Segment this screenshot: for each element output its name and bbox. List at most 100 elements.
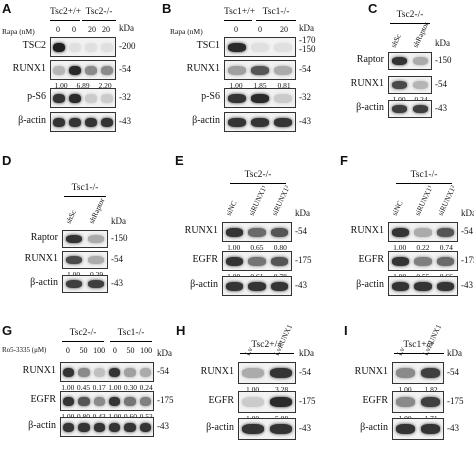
band: [437, 227, 455, 237]
kda-marker: -54: [299, 64, 311, 74]
row-label: RUNX1: [12, 63, 46, 74]
band: [396, 424, 415, 434]
concentration: 0: [56, 25, 60, 34]
kda-marker: -43: [295, 280, 307, 290]
group-underline: [240, 353, 294, 354]
quant-value: 0.17: [92, 383, 106, 392]
blot-strip: [388, 76, 432, 94]
group-label: Tsc1-/-: [262, 7, 290, 17]
kda-header: kDa: [447, 348, 462, 358]
blot-strip: [62, 251, 108, 269]
blot-strip: [62, 275, 108, 293]
band: [421, 368, 440, 378]
quant-value: 1.00: [62, 270, 85, 279]
band: [251, 65, 269, 75]
group-label: Tsc2-/-: [244, 170, 272, 180]
band: [270, 368, 292, 378]
blot-strip: [62, 230, 108, 248]
lane-label: shSc: [63, 208, 78, 225]
group-label: Tsc1+/+: [224, 7, 256, 17]
group-label: Tsc1-/-: [71, 183, 99, 193]
lane-label: siRUNX1¹: [412, 183, 435, 217]
blot-strip: [50, 112, 116, 132]
kda-marker: -150: [435, 55, 452, 65]
quant-value: 0.45: [76, 383, 91, 392]
blot-strip: [50, 37, 116, 57]
band: [139, 367, 152, 377]
band: [396, 368, 415, 378]
rapa-header: Rapa (nM): [170, 27, 203, 36]
band: [139, 396, 152, 406]
group-label: Tsc2+/+: [50, 7, 82, 17]
row-label: Raptor: [30, 232, 58, 243]
row-label: EGFR: [192, 254, 218, 265]
band: [52, 93, 66, 103]
band: [62, 367, 75, 377]
group-underline: [390, 23, 430, 24]
group-underline: [230, 183, 286, 184]
band: [248, 256, 266, 266]
row-label: RUNX1: [184, 225, 218, 236]
row-label: RUNX1: [354, 366, 388, 377]
panel-label: F: [340, 153, 348, 168]
row-label: EGFR: [362, 395, 388, 406]
kda-marker: -175: [157, 395, 174, 405]
concentration: 0: [112, 346, 117, 355]
band: [84, 117, 98, 127]
blot-strip: [224, 112, 296, 132]
band: [84, 42, 98, 52]
quant-value: 1.00: [398, 385, 412, 394]
band: [225, 256, 243, 266]
kda-marker: -54: [447, 367, 459, 377]
band: [100, 65, 114, 75]
band: [100, 93, 114, 103]
band: [227, 42, 246, 52]
band: [414, 281, 432, 291]
kda-marker: -54: [295, 226, 307, 236]
quant-value: 0.30: [123, 383, 138, 392]
kda-marker: -43: [111, 278, 123, 288]
lane-label: siNC: [389, 199, 405, 217]
group-underline: [82, 20, 116, 21]
group-underline: [62, 341, 104, 342]
group-underline: [224, 20, 252, 21]
band: [100, 117, 114, 127]
kda-marker: -43: [461, 280, 473, 290]
band: [242, 368, 264, 378]
kda-header: kDa: [299, 23, 314, 33]
band: [271, 281, 289, 291]
group-underline: [396, 183, 452, 184]
quant-value: 1.00: [54, 81, 68, 90]
quant-value: 1.00: [61, 383, 75, 392]
row-label: β-actin: [28, 420, 56, 431]
concentration: 20: [88, 25, 96, 34]
band: [227, 93, 246, 103]
kda-marker: -43: [119, 116, 131, 126]
blot-strip: [224, 60, 296, 80]
row-label: TSC2: [22, 40, 46, 51]
group-underline: [64, 196, 106, 197]
row-label: RUNX1: [200, 366, 234, 377]
band: [242, 424, 264, 434]
band: [108, 367, 121, 377]
concentration: 20: [280, 25, 288, 34]
group-underline: [50, 20, 80, 21]
lane-label: shSc: [388, 32, 403, 49]
concentration: 20: [102, 25, 110, 34]
kda-header: kDa: [295, 208, 310, 218]
blot-strip: [392, 362, 444, 384]
band: [87, 235, 105, 243]
row-label: EGFR: [208, 395, 234, 406]
quant-value: 1.82: [424, 385, 438, 394]
band: [391, 227, 409, 237]
kda-marker: -54: [111, 254, 123, 264]
quant-value: 1.00: [388, 95, 410, 104]
band: [108, 396, 121, 406]
kda-marker: -200: [119, 41, 136, 51]
quant-value: 0.24: [139, 383, 153, 392]
band: [274, 93, 293, 103]
band: [248, 227, 266, 237]
quant-value: 0.53: [138, 412, 154, 421]
panel-label: G: [2, 323, 13, 338]
blot-strip: [222, 276, 292, 296]
